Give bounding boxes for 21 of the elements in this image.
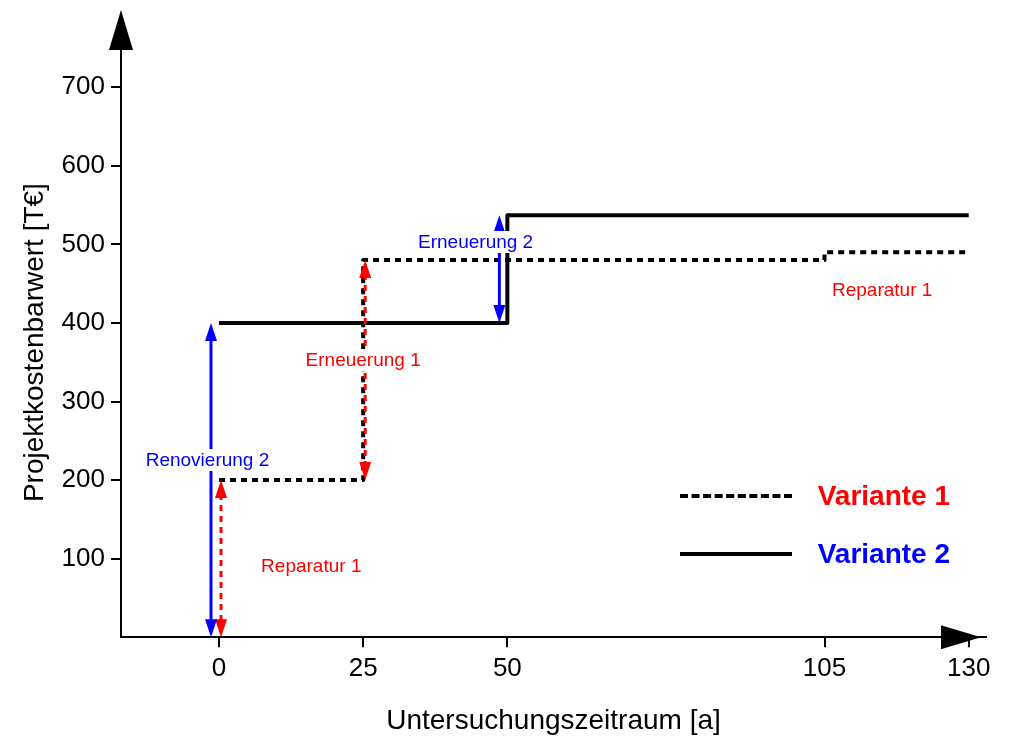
x-tick-label: 0 xyxy=(211,651,227,682)
annotation: Erneuerung 2 xyxy=(416,231,536,254)
annotation: Erneuerung 1 xyxy=(303,349,423,372)
y-tick-label: 700 xyxy=(61,70,105,101)
annotation: Reparatur 1 xyxy=(259,555,364,578)
legend-label: Variante 2 xyxy=(817,538,950,570)
y-tick-label: 300 xyxy=(61,384,105,415)
x-tick-label: 50 xyxy=(492,651,522,682)
x-axis-title: Untersuchungszeitraum [a] xyxy=(386,703,721,735)
legend-label: Variante 1 xyxy=(817,480,950,512)
annotation: Reparatur 1 xyxy=(830,278,935,301)
y-axis-title: Projektkostenbarwert [T€] xyxy=(17,183,49,503)
y-tick-label: 100 xyxy=(61,541,105,572)
y-tick-label: 400 xyxy=(61,306,105,337)
annotation: Renovierung 2 xyxy=(143,449,272,472)
y-tick-label: 600 xyxy=(61,149,105,180)
y-tick-label: 200 xyxy=(61,463,105,494)
x-tick-label: 105 xyxy=(802,651,847,682)
y-tick-label: 500 xyxy=(61,227,105,258)
x-tick-label: 130 xyxy=(947,651,991,682)
x-tick-label: 25 xyxy=(348,651,378,682)
